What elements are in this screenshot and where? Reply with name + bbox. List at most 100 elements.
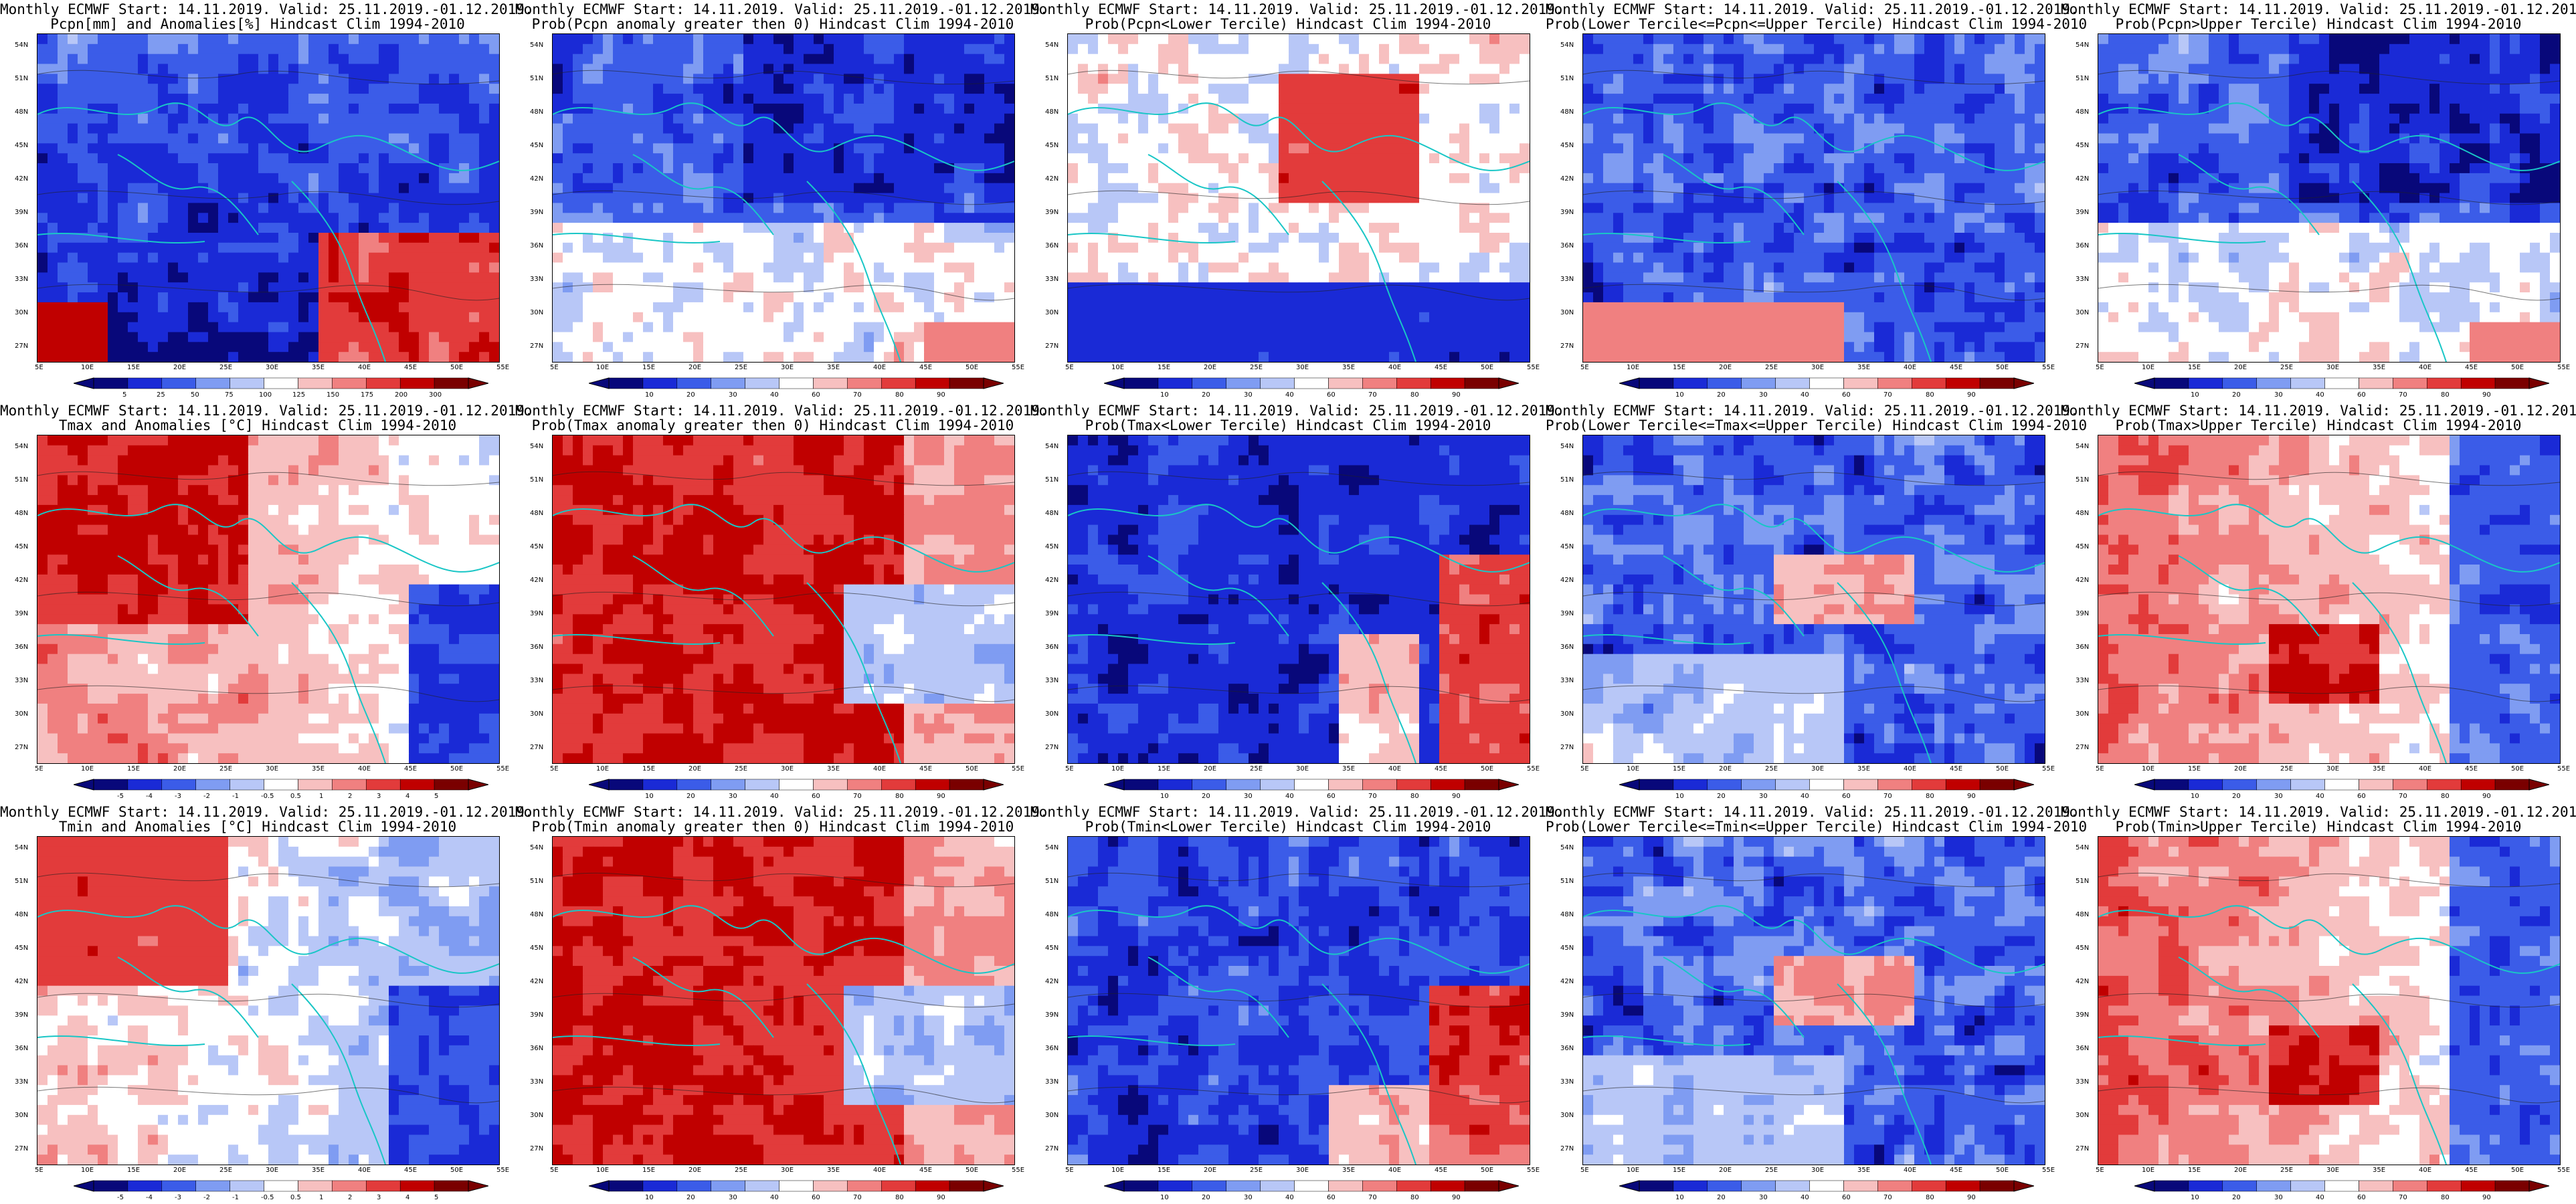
lon-label: 5E (35, 1167, 43, 1174)
lat-label: 27N (15, 1145, 28, 1152)
lon-label: 10E (596, 765, 609, 773)
panel-subtitle: Prob(Tmax<Lower Tercile) Hindcast Clim 1… (1030, 417, 1546, 433)
map-field (552, 435, 1015, 764)
lon-label: 15E (2188, 1167, 2201, 1174)
lat-label: 45N (1045, 944, 1059, 952)
lat-label: 54N (15, 443, 28, 450)
colorbar (2134, 779, 2549, 791)
lon-label: 20E (173, 765, 186, 773)
colorbar-label: -1 (232, 793, 239, 800)
lat-label: 48N (530, 510, 543, 517)
lat-label: 51N (15, 476, 28, 484)
lon-label: 15E (1158, 1167, 1170, 1174)
lat-label: 36N (1560, 643, 1574, 651)
lat-label: 51N (1045, 878, 1059, 885)
lat-label: 51N (1045, 75, 1059, 82)
map-field (1582, 435, 2045, 764)
lat-label: 54N (530, 41, 543, 49)
lat-label: 36N (1045, 1045, 1059, 1052)
lat-label: 36N (1560, 242, 1574, 249)
lon-label: 45E (2465, 364, 2478, 371)
colorbar-label: 60 (1327, 793, 1336, 800)
lon-label: 10E (596, 1167, 609, 1174)
lon-label: 15E (642, 1167, 655, 1174)
panel-subtitle: Prob(Tmax anomaly greater then 0) Hindca… (515, 417, 1030, 433)
map-field (37, 33, 500, 363)
lon-label: 40E (1904, 364, 1916, 371)
lon-label: 55E (496, 765, 509, 773)
colorbar-label: 40 (770, 793, 779, 800)
lon-label: 45E (919, 1167, 932, 1174)
lat-label: 54N (1045, 844, 1059, 851)
lon-label: 25E (735, 364, 747, 371)
map-field (37, 836, 500, 1165)
lon-label: 25E (2280, 765, 2293, 773)
lon-label: 10E (2142, 1167, 2154, 1174)
lon-label: 5E (2096, 364, 2104, 371)
colorbar-label: 125 (292, 391, 305, 399)
lat-label: 33N (1045, 677, 1059, 684)
lon-label: 40E (873, 364, 886, 371)
lon-label: 20E (688, 364, 701, 371)
lon-label: 40E (358, 765, 371, 773)
lat-label: 30N (1045, 710, 1059, 718)
panel-title: Monthly ECMWF Start: 14.11.2019. Valid: … (0, 804, 533, 820)
forecast-panel: Monthly ECMWF Start: 14.11.2019. Valid: … (515, 401, 1048, 803)
lon-label: 50E (1481, 364, 1493, 371)
colorbar-label: 40 (1285, 1194, 1294, 1201)
map-field (1582, 33, 2045, 363)
lat-label: 30N (530, 309, 543, 316)
colorbar-label: 90 (1967, 391, 1976, 399)
lat-label: 42N (2076, 577, 2089, 584)
panel-title: Monthly ECMWF Start: 14.11.2019. Valid: … (0, 1, 533, 17)
lat-label: 27N (530, 1145, 543, 1152)
colorbar-label: 20 (1202, 391, 1210, 399)
lat-label: 30N (15, 309, 28, 316)
colorbar-label: 25 (157, 391, 165, 399)
lat-label: 36N (1045, 643, 1059, 651)
colorbar-label: 20 (2232, 1194, 2241, 1201)
colorbar-label: 30 (1244, 391, 1253, 399)
lat-label: 45N (15, 543, 28, 550)
panel-subtitle: Prob(Tmin<Lower Tercile) Hindcast Clim 1… (1030, 819, 1546, 835)
colorbar-label: 2 (348, 793, 352, 800)
forecast-panel: Monthly ECMWF Start: 14.11.2019. Valid: … (0, 803, 533, 1204)
lon-label: 25E (1765, 1167, 1778, 1174)
map-field (1067, 836, 1530, 1165)
colorbar-label: 30 (729, 1194, 737, 1201)
panel-title: Monthly ECMWF Start: 14.11.2019. Valid: … (1030, 1, 1564, 17)
lon-label: 30E (781, 364, 794, 371)
lon-label: 20E (688, 765, 701, 773)
lat-label: 42N (530, 978, 543, 985)
colorbar-label: 30 (729, 391, 737, 399)
lon-label: 35E (2373, 364, 2385, 371)
lat-label: 54N (2076, 443, 2089, 450)
map-field (1582, 836, 2045, 1165)
lon-label: 55E (1012, 765, 1024, 773)
lon-label: 55E (2042, 364, 2055, 371)
lon-label: 10E (1111, 1167, 1124, 1174)
lon-label: 40E (873, 1167, 886, 1174)
lat-label: 30N (530, 1112, 543, 1119)
lon-label: 10E (81, 1167, 94, 1174)
lon-label: 10E (1627, 1167, 1639, 1174)
colorbar-label: 10 (1675, 1194, 1684, 1201)
colorbar-label: 10 (1675, 391, 1684, 399)
colorbar-label: 80 (895, 1194, 904, 1201)
lat-label: 45N (1560, 944, 1574, 952)
lon-label: 40E (2419, 1167, 2431, 1174)
lon-label: 50E (1481, 1167, 1493, 1174)
colorbar-label: 10 (1160, 391, 1169, 399)
colorbar-label: 75 (225, 391, 234, 399)
lon-label: 55E (1527, 765, 1540, 773)
lon-label: 55E (2042, 765, 2055, 773)
lon-label: 25E (1765, 364, 1778, 371)
lon-label: 40E (1388, 765, 1401, 773)
colorbar-label: 80 (1410, 391, 1419, 399)
colorbar-label: 40 (770, 1194, 779, 1201)
colorbar-label: 10 (645, 1194, 654, 1201)
lon-label: 25E (735, 765, 747, 773)
colorbar-label: 10 (2191, 1194, 2199, 1201)
lat-label: 27N (1560, 1145, 1574, 1152)
lat-label: 48N (1560, 911, 1574, 918)
